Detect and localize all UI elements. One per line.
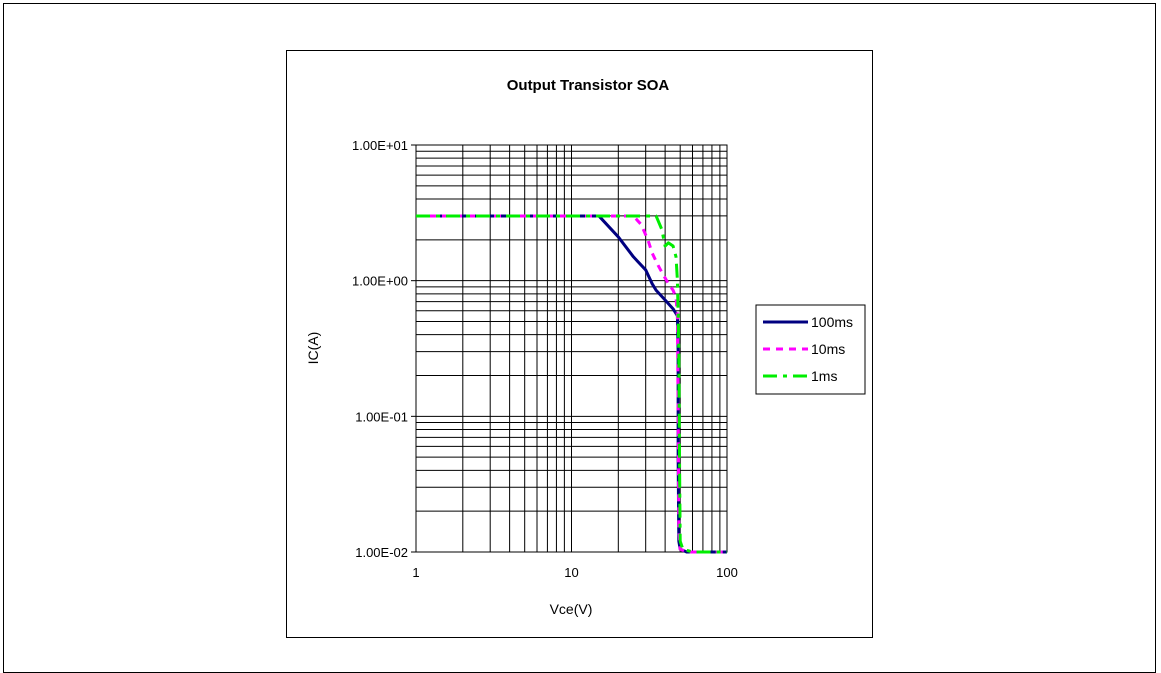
series-lines bbox=[416, 214, 727, 554]
x-tick-label: 10 bbox=[564, 565, 578, 580]
chart-area: Output Transistor SOA 1 10 100 1.00E-02 1.00… bbox=[286, 50, 873, 638]
legend-box bbox=[755, 304, 866, 395]
x-tick-label: 1 bbox=[412, 565, 419, 580]
legend-label-100ms: 100ms bbox=[811, 314, 853, 330]
plot-frame bbox=[415, 144, 728, 553]
soa-chart: Output Transistor SOA 1 10 100 1.00E-02 1.00… bbox=[305, 77, 866, 617]
grid bbox=[411, 144, 727, 553]
y-tick-label: 1.00E+00 bbox=[352, 274, 408, 289]
y-axis-label: IC(A) bbox=[305, 332, 321, 365]
legend: 100ms 10ms 1ms bbox=[755, 304, 866, 395]
y-tick-label: 1.00E+01 bbox=[352, 138, 408, 153]
x-tick-label: 100 bbox=[716, 565, 738, 580]
series-line-10ms bbox=[416, 214, 727, 554]
chart-title: Output Transistor SOA bbox=[507, 77, 670, 94]
y-tick-label: 1.00E-01 bbox=[355, 409, 408, 424]
legend-label-10ms: 10ms bbox=[811, 341, 845, 357]
tick-labels: 1 10 100 1.00E-02 1.00E-01 1.00E+00 1.00E+01 bbox=[352, 138, 738, 580]
legend-label-1ms: 1ms bbox=[811, 368, 837, 384]
y-tick-label: 1.00E-02 bbox=[355, 545, 408, 560]
x-axis-label: Vce(V) bbox=[550, 601, 593, 617]
series-line-1ms bbox=[416, 214, 727, 554]
